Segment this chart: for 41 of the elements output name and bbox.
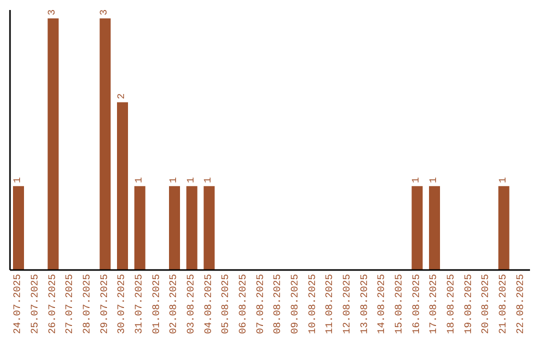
x-tick-label: 09.08.2025 bbox=[290, 274, 302, 334]
data-label: 1 bbox=[186, 177, 198, 184]
x-tick-label: 19.08.2025 bbox=[464, 274, 475, 334]
data-label: 1 bbox=[498, 177, 510, 184]
x-tick-label: 03.08.2025 bbox=[186, 274, 198, 334]
data-label: 2 bbox=[117, 93, 128, 100]
x-tick-label: 14.08.2025 bbox=[377, 274, 388, 334]
x-tick-label: 08.08.2025 bbox=[273, 274, 284, 334]
x-tick-label: 05.08.2025 bbox=[221, 274, 232, 334]
data-label: 1 bbox=[412, 177, 423, 184]
x-tick-label: 01.08.2025 bbox=[152, 274, 163, 334]
x-tick-label: 27.07.2025 bbox=[65, 274, 76, 334]
x-tick-label: 30.07.2025 bbox=[117, 274, 128, 334]
x-tick-label: 29.07.2025 bbox=[100, 274, 111, 334]
x-tick-label: 18.08.2025 bbox=[446, 274, 458, 334]
x-tick-label: 28.07.2025 bbox=[82, 274, 94, 334]
x-tick-label: 31.07.2025 bbox=[134, 274, 146, 334]
data-label: 1 bbox=[13, 177, 24, 184]
x-tick-label: 12.08.2025 bbox=[342, 274, 354, 334]
x-tick-label: 06.08.2025 bbox=[238, 274, 250, 334]
x-tick-label: 26.07.2025 bbox=[48, 274, 59, 334]
data-label: 3 bbox=[48, 9, 59, 16]
x-tick-label: 10.08.2025 bbox=[308, 274, 319, 334]
data-label: 1 bbox=[134, 177, 146, 184]
x-tick-label: 02.08.2025 bbox=[169, 274, 180, 334]
x-tick-label: 11.08.2025 bbox=[325, 274, 336, 334]
data-label: 1 bbox=[169, 177, 180, 184]
x-tick-label: 24.07.2025 bbox=[13, 274, 24, 334]
x-tick-label: 22.08.2025 bbox=[516, 274, 527, 334]
x-tick-label: 04.08.2025 bbox=[204, 274, 215, 334]
data-label: 3 bbox=[100, 9, 111, 16]
x-tick-label: 15.08.2025 bbox=[394, 274, 406, 334]
x-tick-label: 25.07.2025 bbox=[30, 274, 42, 334]
x-tick-label: 16.08.2025 bbox=[412, 274, 423, 334]
x-tick-label: 07.08.2025 bbox=[256, 274, 267, 334]
x-tick-label: 17.08.2025 bbox=[429, 274, 440, 334]
data-label: 1 bbox=[429, 177, 440, 184]
data-label: 1 bbox=[204, 177, 215, 184]
x-tick-label: 21.08.2025 bbox=[498, 274, 510, 334]
x-tick-label: 20.08.2025 bbox=[481, 274, 492, 334]
x-tick-label: 13.08.2025 bbox=[360, 274, 371, 334]
